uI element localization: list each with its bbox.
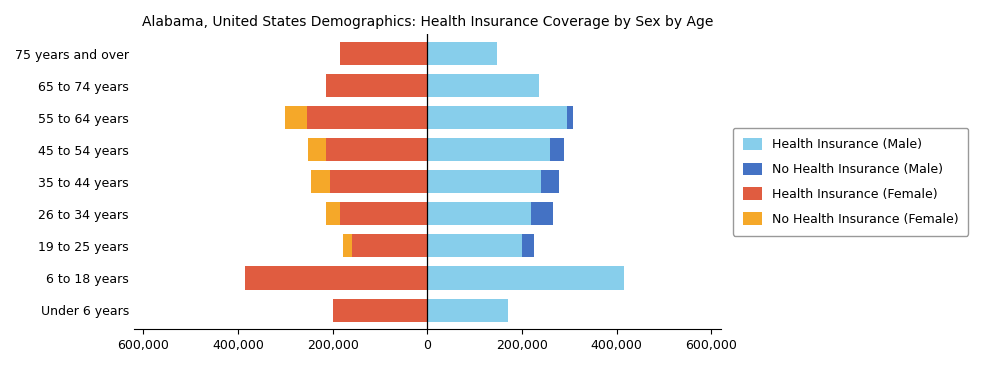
Bar — [330, 170, 427, 193]
Bar — [326, 138, 427, 161]
Bar — [340, 202, 427, 225]
Bar — [326, 202, 340, 225]
Bar — [343, 235, 352, 258]
Bar — [541, 170, 558, 193]
Bar — [333, 298, 427, 321]
Bar — [427, 235, 522, 258]
Bar — [427, 298, 507, 321]
Legend: Health Insurance (Male), No Health Insurance (Male), Health Insurance (Female), : Health Insurance (Male), No Health Insur… — [733, 128, 968, 236]
Bar — [427, 42, 497, 65]
Bar — [551, 138, 563, 161]
Title: Alabama, United States Demographics: Health Insurance Coverage by Sex by Age: Alabama, United States Demographics: Hea… — [142, 15, 713, 29]
Bar — [567, 106, 572, 129]
Bar — [340, 42, 427, 65]
Bar — [352, 235, 427, 258]
Bar — [522, 235, 534, 258]
Bar — [427, 138, 551, 161]
Bar — [306, 106, 427, 129]
Bar — [311, 170, 330, 193]
Bar — [286, 106, 306, 129]
Bar — [326, 74, 427, 97]
Bar — [427, 106, 567, 129]
Bar — [427, 170, 541, 193]
Bar — [245, 266, 427, 290]
Bar — [427, 202, 532, 225]
Bar — [307, 138, 326, 161]
Bar — [427, 266, 624, 290]
Bar — [532, 202, 553, 225]
Bar — [427, 74, 539, 97]
